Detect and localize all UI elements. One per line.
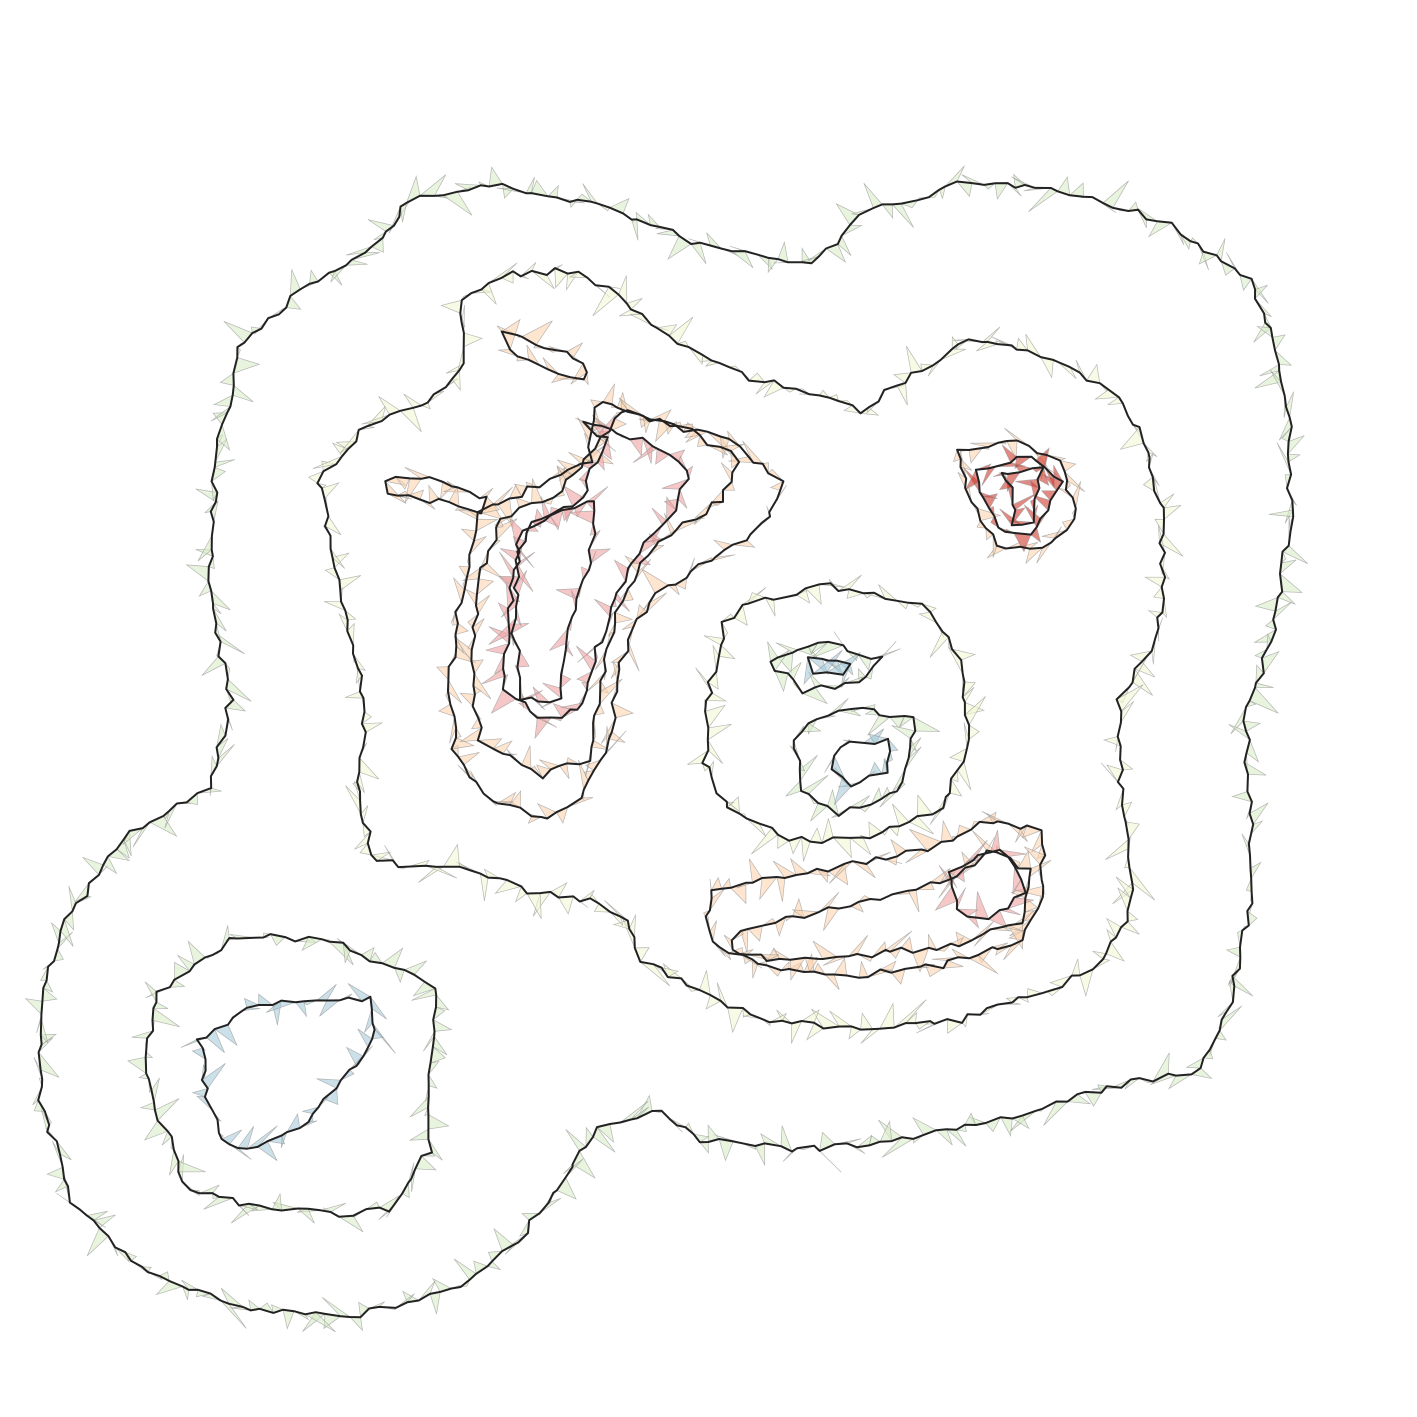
contour-line (316, 267, 1167, 1031)
contour-line (195, 995, 376, 1150)
contour-line (769, 640, 884, 695)
contour-line (470, 409, 741, 780)
contour-line (144, 933, 438, 1218)
contour-line (704, 820, 1047, 979)
contour-line (974, 455, 1064, 536)
contour-line (447, 401, 785, 820)
contour-line (501, 420, 690, 719)
contour-line (500, 330, 588, 381)
contour-line (806, 656, 852, 676)
contour-band (307, 262, 1184, 1044)
contour-band (803, 649, 861, 688)
contour-line (1000, 466, 1045, 527)
contour-line (510, 500, 597, 704)
contour-band (785, 698, 941, 822)
contour-line (956, 439, 1077, 550)
contour-line (730, 849, 1032, 962)
contour-line (701, 582, 971, 844)
contour-line (947, 848, 1027, 921)
contour-line (830, 737, 892, 788)
contour-line (37, 180, 1295, 1319)
contour-line (384, 475, 488, 515)
contour-band (127, 925, 453, 1233)
contour-line (792, 706, 917, 817)
